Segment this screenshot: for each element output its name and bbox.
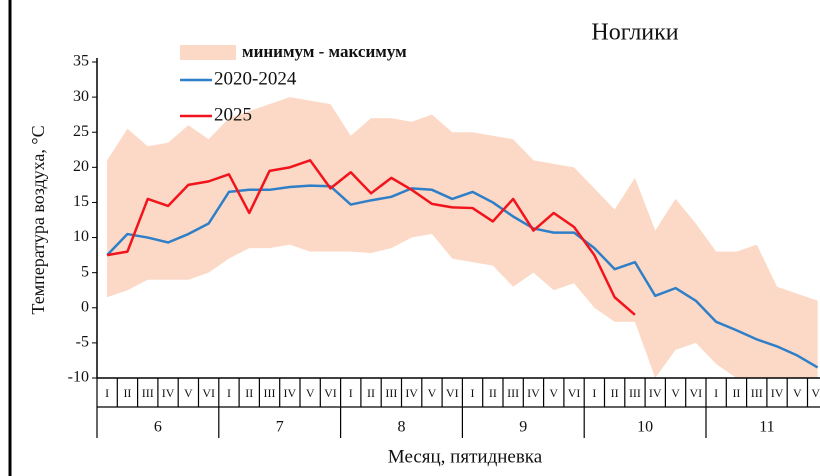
x-tick-label: I <box>105 386 109 400</box>
x-tick-label: VI <box>568 386 581 400</box>
x-tick-label: II <box>611 386 619 400</box>
x-tick-label: II <box>245 386 253 400</box>
x-tick-label: III <box>751 386 763 400</box>
x-tick-label: I <box>227 386 231 400</box>
x-tick-label: VI <box>690 386 703 400</box>
chart-title: Ноглики <box>591 20 678 46</box>
x-tick-label: VI <box>446 386 459 400</box>
x-tick-label: IV <box>405 386 418 400</box>
x-tick-label: II <box>367 386 375 400</box>
x-tick-label: III <box>142 386 154 400</box>
x-tick-label: IV <box>284 386 297 400</box>
y-tick-label: 5 <box>81 263 89 280</box>
y-tick-label: 35 <box>73 53 89 70</box>
x-tick-label: IV <box>649 386 662 400</box>
x-tick-label: III <box>264 386 276 400</box>
x-tick-label: III <box>629 386 641 400</box>
month-label: 8 <box>398 419 406 436</box>
x-tick-label: III <box>385 386 397 400</box>
x-tick-label: IV <box>162 386 175 400</box>
y-tick-label: -5 <box>76 334 89 351</box>
x-tick-label: V <box>671 386 680 400</box>
x-tick-label: I <box>714 386 718 400</box>
y-tick-label: 10 <box>73 228 89 245</box>
x-tick-label: V <box>306 386 315 400</box>
legend-label: 2020-2024 <box>214 68 297 89</box>
x-tick-label: II <box>489 386 497 400</box>
y-tick-label: 25 <box>73 123 89 140</box>
month-label: 11 <box>759 419 774 436</box>
x-tick-label: V <box>549 386 558 400</box>
x-tick-label: V <box>793 386 802 400</box>
x-tick-label: VI <box>202 386 215 400</box>
legend-swatch <box>180 45 236 60</box>
x-tick-label: III <box>507 386 519 400</box>
x-axis-label: Месяц, пятидневка <box>388 446 543 467</box>
series-line <box>106 184 819 369</box>
x-tick-label: II <box>732 386 740 400</box>
x-tick-label: I <box>592 386 596 400</box>
x-tick-label: V <box>428 386 437 400</box>
legend-label: 2025 <box>214 104 252 125</box>
month-label: 9 <box>519 419 527 436</box>
x-tick-label: IV <box>527 386 540 400</box>
y-tick-label: -10 <box>68 369 89 386</box>
y-axis-label: Температура воздуха, °С <box>28 125 48 314</box>
y-tick-label: 0 <box>81 298 89 315</box>
month-label: 10 <box>637 419 653 436</box>
legend-label: минимум - максимум <box>242 42 407 61</box>
x-tick-label: I <box>349 386 353 400</box>
y-tick-label: 15 <box>73 193 89 210</box>
x-tick-label: V <box>184 386 193 400</box>
series-line <box>106 159 636 316</box>
x-tick-label: I <box>471 386 475 400</box>
month-label: 6 <box>154 419 162 436</box>
x-tick-label: IV <box>771 386 784 400</box>
y-tick-label: 20 <box>73 158 89 175</box>
x-tick-label: II <box>123 386 131 400</box>
month-label: 7 <box>276 419 284 436</box>
x-tick-label: VI <box>811 386 820 400</box>
y-tick-label: 30 <box>73 88 89 105</box>
x-tick-label: VI <box>324 386 337 400</box>
